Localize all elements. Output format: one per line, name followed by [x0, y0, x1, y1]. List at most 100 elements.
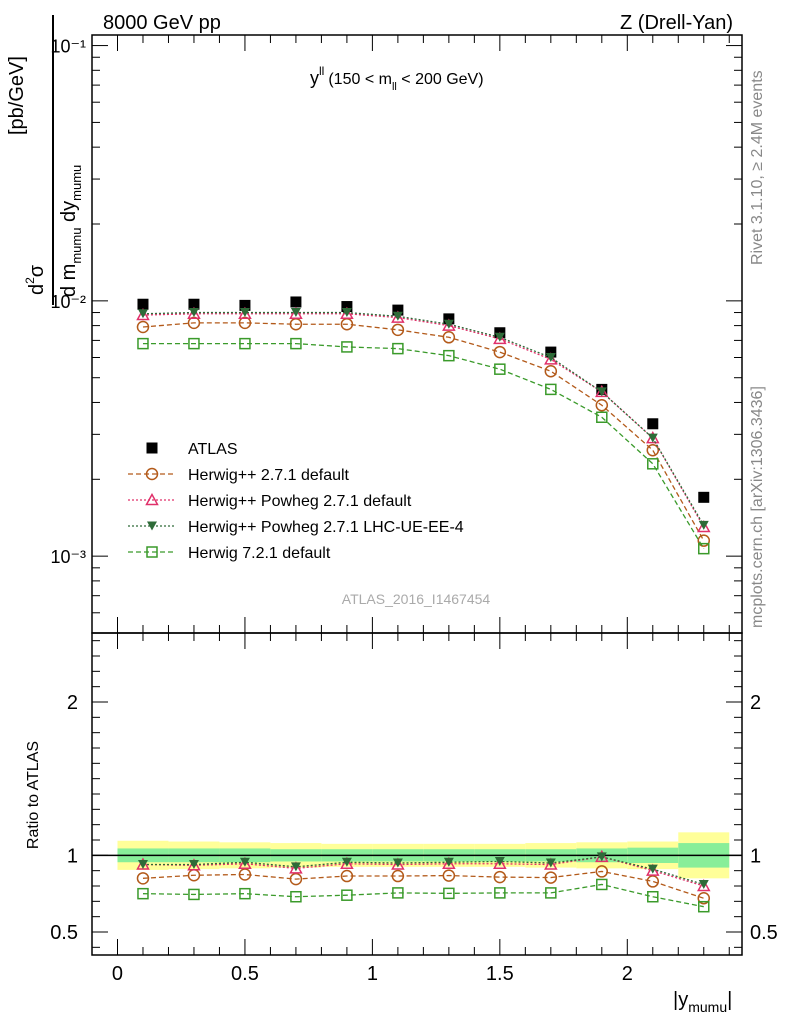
ratio-data-point	[596, 878, 608, 891]
ratio-data-point	[137, 887, 149, 900]
ratio-data-point	[340, 856, 354, 870]
ratio-y-tick-label: 0.5	[50, 922, 78, 944]
main-series-line	[142, 313, 705, 528]
panel-label-var-sup: ll	[319, 64, 324, 78]
legend-marker	[145, 467, 159, 481]
main-data-point	[595, 399, 609, 412]
ratio-data-point	[188, 860, 199, 870]
ratio-series-line	[142, 870, 704, 899]
main-y-tick-label: 10⁻³	[50, 547, 86, 567]
header-right: Z (Drell-Yan)	[620, 12, 733, 34]
ratio-series-0	[136, 865, 711, 905]
legend-marker	[146, 546, 158, 558]
main-series-3	[137, 308, 709, 530]
main-data-point	[137, 298, 149, 310]
main-data-point	[697, 534, 711, 547]
panel-label-range-sub: ll	[392, 81, 397, 93]
main-data-point	[238, 316, 252, 330]
main-data-point	[290, 308, 301, 318]
main-data-point	[238, 306, 252, 320]
ratio-series-3	[137, 878, 710, 913]
legend-item: Herwig++ Powheg 2.7.1 default	[128, 492, 412, 510]
ratio-data-point	[697, 892, 711, 905]
x-axis-label-close: |	[727, 989, 732, 1011]
main-data-point	[289, 306, 303, 320]
main-data-point	[137, 309, 148, 319]
analysis-watermark: ATLAS_2016_I1467454	[342, 591, 491, 607]
ratio-series-2	[137, 852, 709, 889]
ratio-data-point	[494, 856, 505, 866]
main-data-point	[290, 337, 302, 350]
legend-label: ATLAS	[188, 441, 238, 458]
legend-marker	[146, 442, 158, 454]
ratio-data-point	[340, 869, 354, 883]
legend-label: Herwig++ Powheg 2.7.1 default	[188, 493, 412, 510]
main-data-point	[545, 352, 556, 362]
ratio-series-line	[142, 883, 704, 908]
legend: ATLAS Herwig++ 2.7.1 default Herwig++ Powh…	[128, 441, 464, 562]
main-data-point	[696, 520, 711, 533]
ratio-plot-frame	[91, 632, 743, 956]
main-data-point	[544, 364, 558, 378]
main-y-axis-label: d2σ d mmumu dymumu [pb/GeV]	[6, 15, 84, 305]
ratio-data-point	[136, 872, 150, 885]
main-data-point	[647, 458, 659, 470]
ratio-data-point	[290, 890, 302, 903]
main-data-point	[443, 319, 454, 329]
legend-item: Herwig++ 2.7.1 default	[128, 467, 350, 484]
main-data-point	[698, 542, 710, 555]
main-plot-frame	[91, 34, 743, 634]
panel-label: yll (150 < mll < 200 GeV)	[310, 64, 484, 93]
ratio-data-point	[442, 869, 456, 882]
ratio-data-point	[545, 887, 557, 899]
ratio-data-point	[137, 860, 148, 870]
ratio-data-point	[696, 878, 711, 892]
legend-label: Herwig++ 2.7.1 default	[188, 467, 350, 484]
ratio-data-point	[238, 856, 252, 870]
main-data-point	[188, 308, 199, 318]
ratio-y-tick-label-right: 1	[750, 845, 761, 867]
main-y-axis-units: [pb/GeV]	[6, 56, 28, 135]
ratio-data-point	[239, 857, 250, 867]
ratio-y-tick-label: 2	[67, 692, 78, 714]
ratio-data-point	[391, 857, 405, 870]
ratio-data-point	[595, 865, 609, 878]
main-data-point	[596, 411, 608, 424]
panel-label-var: y	[310, 68, 319, 88]
main-data-point	[392, 304, 404, 316]
ratio-data-point	[646, 875, 660, 888]
ratio-data-point	[391, 869, 405, 883]
main-data-point	[646, 443, 660, 457]
ratio-data-point	[443, 887, 455, 900]
axes-group: 10⁻³ 10⁻² 10⁻¹ 0 0.5 1 1.5 2 0.5 0.5 1 1 2 2	[50, 34, 778, 985]
main-series-4	[137, 337, 710, 555]
main-data-point	[239, 337, 251, 350]
main-data-point	[341, 308, 352, 318]
ratio-x-tick-label: 2	[622, 963, 633, 985]
ratio-y-tick-label-right: 2	[750, 692, 761, 714]
ratio-data-point	[442, 856, 456, 870]
legend-label: Herwig++ Powheg 2.7.1 LHC-UE-EE-4	[188, 519, 464, 536]
main-data-point	[188, 298, 200, 310]
main-data-point	[493, 345, 507, 359]
legend-item: Herwig 7.2.1 default	[128, 545, 331, 562]
main-data-point	[647, 418, 659, 430]
main-data-point	[392, 342, 404, 355]
ratio-data-point	[392, 887, 404, 899]
ratio-x-tick-label: 0	[112, 963, 123, 985]
main-series-line	[142, 322, 705, 541]
panel-label-range-end: < 200 GeV)	[397, 71, 484, 88]
main-data-point	[596, 387, 607, 397]
main-data-point	[545, 383, 557, 396]
ratio-data-point	[544, 871, 558, 884]
ratio-y-tick-label: 1	[67, 845, 78, 867]
svg-text:d mmumu dymumu: d mmumu dymumu	[58, 165, 84, 297]
source-label: mcplots.cern.ch [arXiv:1306.3436]	[749, 386, 766, 628]
main-data-point	[341, 341, 353, 353]
ratio-data-point	[290, 862, 301, 872]
main-data-point	[341, 301, 353, 313]
main-y-tick-label: 10⁻¹	[50, 37, 86, 57]
ratio-data-point	[443, 857, 454, 867]
x-axis-label: |ymumu|	[673, 989, 732, 1015]
ratio-y-tick-label-right: 0.5	[750, 922, 778, 944]
